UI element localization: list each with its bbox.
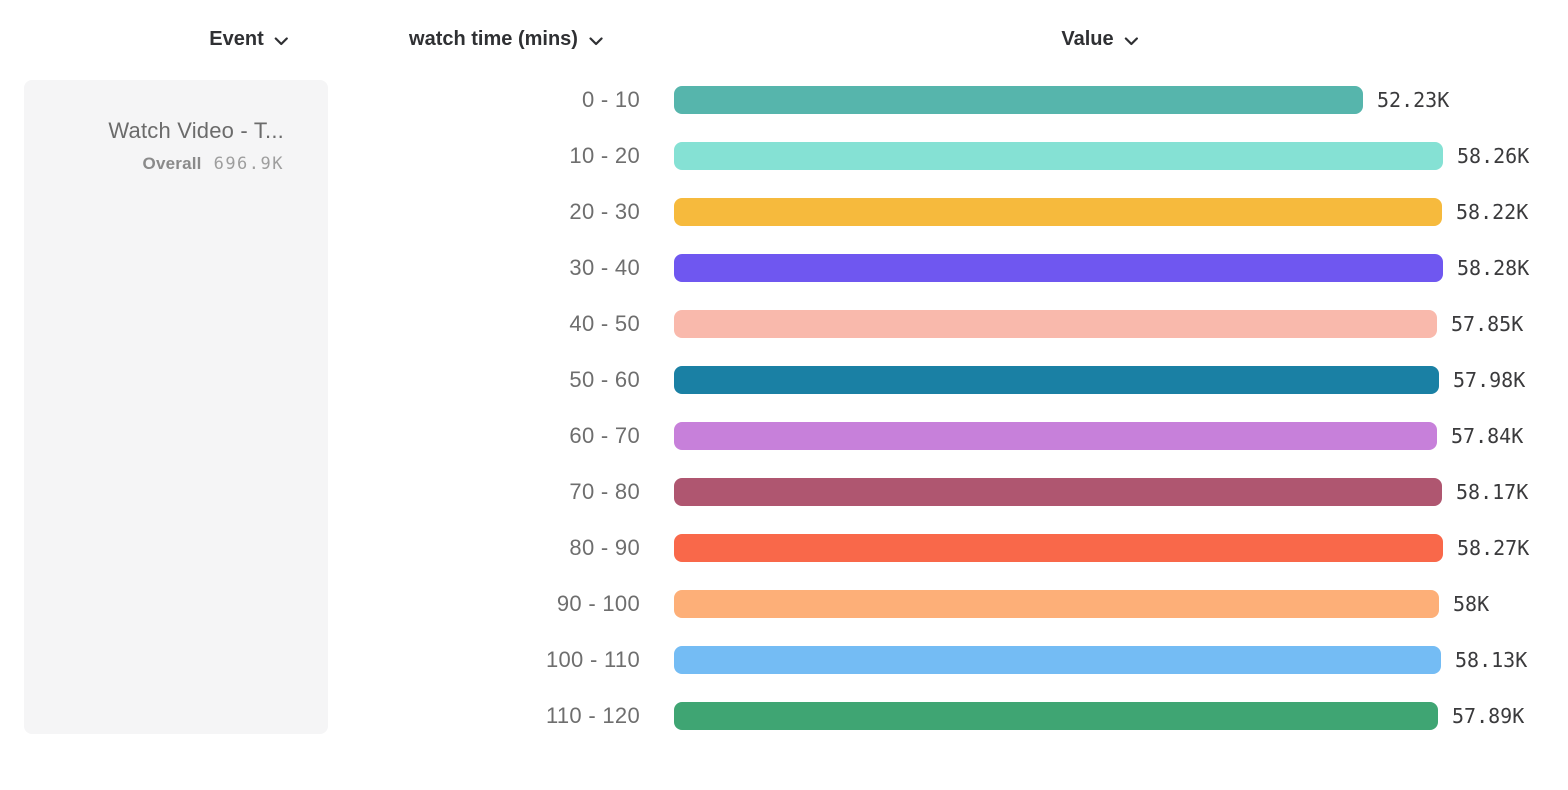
bar[interactable] (674, 142, 1443, 170)
bar[interactable] (674, 198, 1442, 226)
bar-value-label: 52.23K (1377, 88, 1450, 112)
bar-row: 100 - 110 58.13K (0, 632, 1568, 688)
category-label: 110 - 120 (545, 703, 640, 728)
bar-row: 10 - 20 58.26K (0, 128, 1568, 184)
bar-value-label: 58.17K (1456, 480, 1529, 504)
bar[interactable] (674, 366, 1439, 394)
bar-value-label: 57.85K (1451, 312, 1524, 336)
bar-value-label: 57.84K (1451, 424, 1524, 448)
bar[interactable] (674, 590, 1439, 618)
breakdown-column-header[interactable]: watch time (mins) (409, 28, 603, 51)
bar-row: 40 - 50 57.85K (0, 296, 1568, 352)
category-label: 40 - 50 (569, 311, 640, 336)
bar-row: 110 - 120 57.89K (0, 688, 1568, 744)
legend-overall-value: 696.9K (213, 154, 284, 174)
chevron-down-icon (589, 34, 603, 46)
bar-row: 0 - 10 52.23K (0, 72, 1568, 128)
value-column-header[interactable]: Value (1061, 28, 1139, 51)
bar-value-label: 58.22K (1456, 200, 1529, 224)
bar[interactable] (674, 534, 1443, 562)
bar-row: 30 - 40 58.28K (0, 240, 1568, 296)
event-column-label: Event (209, 28, 264, 50)
value-column-label: Value (1061, 28, 1114, 50)
bar[interactable] (674, 310, 1437, 338)
breakdown-column-label: watch time (mins) (409, 28, 578, 50)
bar-value-label: 58.27K (1457, 536, 1530, 560)
bar-rows: 0 - 10 52.23K 10 - 20 58.26K 20 - 30 58.22K 30… (0, 72, 1568, 744)
bar[interactable] (674, 254, 1443, 282)
bar-row: 50 - 60 57.98K (0, 352, 1568, 408)
bar-row: 20 - 30 58.22K (0, 184, 1568, 240)
bar-row: 60 - 70 57.84K (0, 408, 1568, 464)
category-label: 0 - 10 (581, 87, 640, 112)
category-label: 80 - 90 (569, 535, 640, 560)
bar[interactable] (674, 478, 1442, 506)
category-label: 90 - 100 (556, 591, 640, 616)
bar-value-label: 57.89K (1452, 704, 1525, 728)
bar-row: 70 - 80 58.17K (0, 464, 1568, 520)
bar[interactable] (674, 422, 1437, 450)
bar-value-label: 58.28K (1457, 256, 1530, 280)
category-label: 30 - 40 (569, 255, 640, 280)
chevron-down-icon (275, 34, 289, 46)
bar[interactable] (674, 646, 1441, 674)
event-column-header[interactable]: Event (209, 28, 289, 51)
bar-value-label: 58.13K (1455, 648, 1528, 672)
bar-row: 80 - 90 58.27K (0, 520, 1568, 576)
chevron-down-icon (1125, 34, 1139, 46)
category-label: 70 - 80 (569, 479, 640, 504)
category-label: 100 - 110 (545, 647, 640, 672)
bar-value-label: 58K (1453, 592, 1490, 616)
bar[interactable] (674, 86, 1363, 114)
legend-event-name: Watch Video - T... (108, 118, 284, 143)
category-label: 50 - 60 (569, 367, 640, 392)
bar-row: 90 - 100 58K (0, 576, 1568, 632)
legend-event-card[interactable]: Watch Video - T... Overall 696.9K (24, 80, 328, 734)
bar-value-label: 57.98K (1453, 368, 1526, 392)
bar-value-label: 58.26K (1457, 144, 1530, 168)
legend-overall-row: Overall 696.9K (44, 154, 284, 174)
category-label: 20 - 30 (569, 199, 640, 224)
bar[interactable] (674, 702, 1438, 730)
category-label: 10 - 20 (569, 143, 640, 168)
category-label: 60 - 70 (569, 423, 640, 448)
legend-overall-label: Overall (142, 154, 202, 173)
